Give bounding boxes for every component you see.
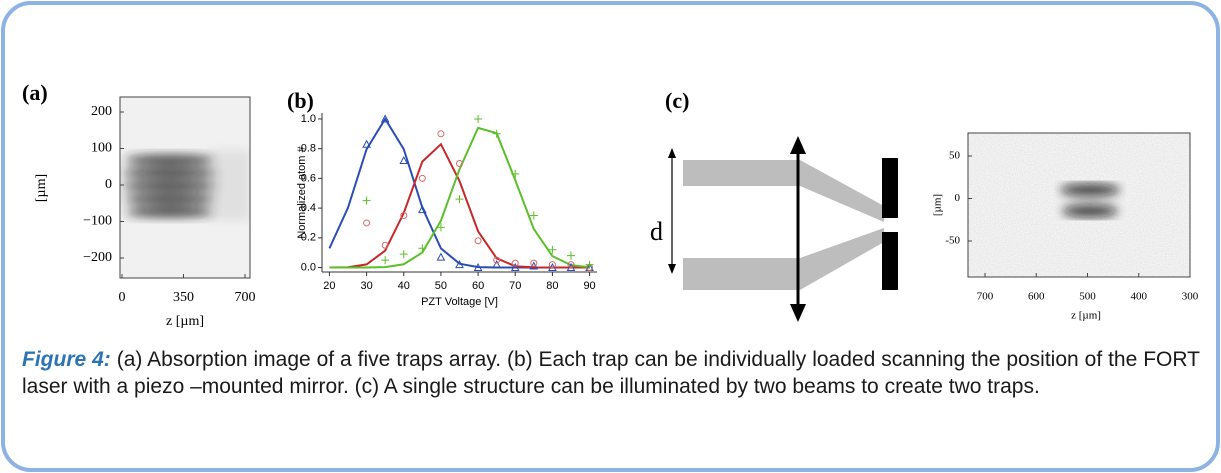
y-tick-label: 0.2 [301,232,316,244]
y-tick-label: −100 [83,214,112,229]
diagram-label: d [650,217,663,246]
x-tick-label: 700 [977,291,994,303]
image-border [967,132,1191,278]
y-axis-label: Normalized atom # [296,145,308,238]
marker [510,262,520,272]
x-tick-label: 600 [1028,291,1045,303]
marker [548,261,556,269]
marker [511,259,519,267]
marker [437,130,445,138]
caption-text: (a) Absorption image of a five traps arr… [22,348,1200,398]
y-axis-label: [µm] [34,174,49,202]
marker [399,155,409,165]
x-tick-label: 0 [119,290,126,305]
marker [529,211,538,220]
marker [362,139,371,148]
marker [455,195,464,204]
marker [455,260,464,269]
image-border [119,96,251,279]
marker [566,251,575,260]
marker [380,114,390,123]
x-tick-label: 500 [1079,291,1096,303]
marker [548,245,557,254]
y-tick-label: 200 [91,104,112,119]
y-tick-label: 0 [955,192,961,204]
marker [436,252,446,261]
absorption-image [968,133,1190,277]
marker [418,205,427,214]
x-tick-label: 60 [472,280,484,292]
x-tick-label: 400 [1131,291,1148,303]
x-axis-label: PZT Voltage [V] [421,296,498,308]
fit-line [329,126,590,269]
x-tick-label: 350 [173,290,194,305]
marker [418,174,426,182]
marker [418,244,427,253]
x-tick-label: 80 [546,280,558,292]
y-tick-label: −200 [83,250,112,265]
y-tick-label: -50 [945,235,960,247]
caption: Figure 4: (a) Absorption image of a five… [22,346,1200,400]
y-tick-label: 0.8 [301,143,316,155]
marker [399,250,408,259]
panel-a-axes: 200 100 0 −100 −200 0 350 700 [µm] z [µm] [34,104,255,329]
marker [363,219,371,227]
x-tick-label: 40 [398,280,410,292]
y-tick-label: 100 [91,141,112,156]
beam-diagram [668,136,898,322]
marker [511,169,520,178]
marker [381,241,389,249]
x-tick-label: 300 [1182,291,1199,303]
marker [456,160,463,168]
y-axis-label: [µm] [932,194,944,216]
panel-label: (b) [287,88,314,113]
x-tick-label: 700 [235,290,256,305]
x-tick-label: 70 [509,280,521,292]
marker [473,262,483,272]
absorption-image [120,97,250,278]
marker [492,260,501,269]
y-tick-label: 50 [949,150,961,162]
marker [492,129,501,138]
panel-label: (c) [665,88,689,113]
y-tick-label: 1.0 [301,113,316,125]
marker [362,196,371,205]
y-tick-label: 0.0 [301,261,316,273]
x-axis-label: z [µm] [1071,310,1101,322]
marker [436,223,445,232]
x-axis-label: z [µm] [166,314,204,329]
marker [585,260,594,269]
marker [474,114,483,123]
x-tick-label: 90 [583,280,595,292]
fit-line [329,142,590,269]
figure-label: Figure 4: [22,348,111,371]
marker [567,261,575,269]
y-tick-label: 0.4 [301,202,316,214]
x-tick-label: 20 [323,280,335,292]
marker [493,256,501,264]
panel-label: (a) [22,80,48,105]
y-tick-label: 0 [105,177,112,192]
marker [400,212,408,220]
marker [530,259,538,267]
y-tick-label: 0.6 [301,172,316,184]
marker [474,237,482,245]
x-tick-label: 50 [435,280,447,292]
x-tick-label: 30 [360,280,372,292]
marker [381,256,390,265]
panel-b-chart: (b) 0.0 0.2 0.4 0.6 0.8 1.0 20 30 40 50 60 70 80 90 PZT… [287,88,597,308]
